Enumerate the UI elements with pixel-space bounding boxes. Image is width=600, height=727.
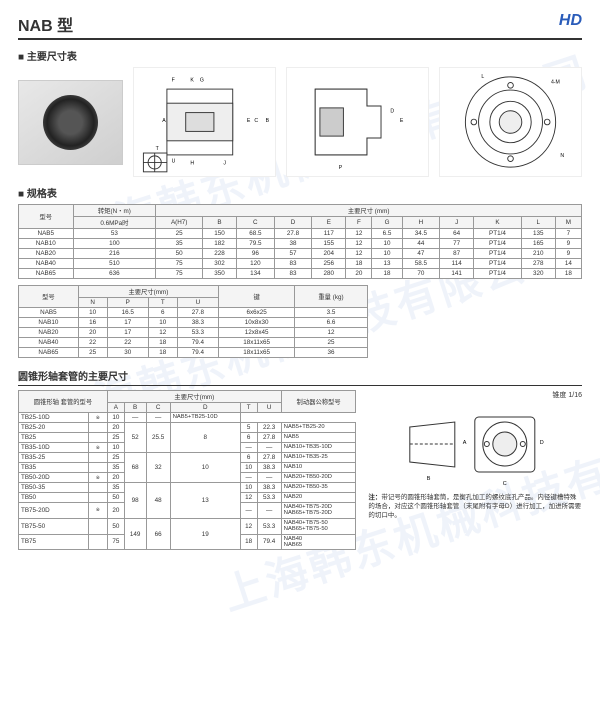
- table-row: TB50-35359848131038.3NAB20+TB50-35: [19, 483, 356, 493]
- page-title: NAB 型: [18, 12, 73, 36]
- note-text: 带记号的圆锥形轴套筒，是衡孔加工的螺纹底孔产品。内径键槽特殊的场合，对应这个圆锥…: [368, 494, 581, 519]
- svg-text:E: E: [247, 118, 251, 124]
- svg-text:F: F: [172, 78, 175, 84]
- svg-text:L: L: [481, 74, 484, 80]
- note: 注：带记号的圆锥形轴套筒，是衡孔加工的螺纹底孔产品。内径键槽特殊的场合，对应这个…: [368, 493, 582, 520]
- table-row: TB25-10D※10——NAB5+TB25-10D: [19, 413, 356, 423]
- taper-label: 锥度 1/16: [368, 390, 582, 400]
- cross-section-diagram: F K G E C B H J A T U: [133, 67, 276, 177]
- spec-table-1: 型号转矩(N・m)主要尺寸 (mm)0.6MPa时A(H7)BCDEFGHJKL…: [18, 204, 582, 279]
- svg-text:D: D: [540, 440, 544, 446]
- table-row: NAB6525301879.418x11x6536: [19, 348, 368, 358]
- svg-text:A: A: [463, 440, 467, 446]
- table-row: TB25-20205225.58522.3NAB5+TB25-20: [19, 423, 356, 433]
- svg-text:K: K: [190, 78, 194, 84]
- table-row: NAB51016.5627.86x6x253.5: [19, 308, 368, 318]
- section-dims-title: 主要尺寸表: [18, 48, 582, 63]
- table-row: NAB656367535013483280201870141PT1/432018: [19, 269, 582, 279]
- subsection-title: 圆锥形轴套管的主要尺寸: [18, 368, 582, 386]
- svg-text:G: G: [200, 78, 204, 84]
- side-view-diagram: D E P: [286, 67, 429, 177]
- svg-text:4-M: 4-M: [551, 79, 560, 85]
- svg-text:B: B: [266, 118, 270, 124]
- table-row: NAB2020171253.312x8x4512: [19, 328, 368, 338]
- svg-text:P: P: [339, 165, 343, 171]
- svg-text:E: E: [400, 118, 404, 124]
- front-view-diagram: 4-M N L: [439, 67, 582, 177]
- product-photo: [18, 80, 123, 165]
- spec-table-2: 型号主要尺寸(mm)键重量 (kg)NPTUNAB51016.5627.86x6…: [18, 285, 368, 358]
- section-spec-title: 规格表: [18, 185, 582, 200]
- table-row: NAB4022221879.418x11x6525: [19, 338, 368, 348]
- sleeve-diagram: B A C D: [368, 402, 582, 487]
- table-row: NAB405107530212083256181358.5114PT1/4278…: [19, 259, 582, 269]
- table-row: NAB101003518279.53815512104477PT1/41659: [19, 239, 582, 249]
- svg-text:T: T: [156, 146, 160, 152]
- diagram-row: F K G E C B H J A T U D E P: [18, 67, 582, 177]
- svg-text:H: H: [190, 160, 194, 166]
- svg-text:J: J: [223, 160, 226, 166]
- table-row: NAB2021650228965720412104787PT1/42109: [19, 249, 582, 259]
- svg-text:D: D: [390, 109, 394, 115]
- svg-text:C: C: [503, 481, 507, 487]
- tb-table: 圆锥形轴 套管的型号主要尺寸(mm)制动器公称型号ABCDTUTB25-10D※…: [18, 390, 356, 550]
- svg-text:U: U: [172, 158, 176, 164]
- svg-text:B: B: [427, 476, 431, 482]
- svg-text:C: C: [254, 118, 258, 124]
- table-row: TB35-2525683210627.8NAB10+TB35-25: [19, 453, 356, 463]
- table-row: NAB1016171038.310x8x306.6: [19, 318, 368, 328]
- note-label: 注：: [368, 494, 381, 501]
- svg-text:A: A: [162, 118, 166, 124]
- svg-text:N: N: [560, 153, 564, 159]
- logo: HD: [559, 12, 582, 30]
- table-row: TB75-505014966191253.3NAB40+TB75-50NAB65…: [19, 518, 356, 534]
- table-row: NAB5532515068.527.8117126.534.564PT1/413…: [19, 229, 582, 239]
